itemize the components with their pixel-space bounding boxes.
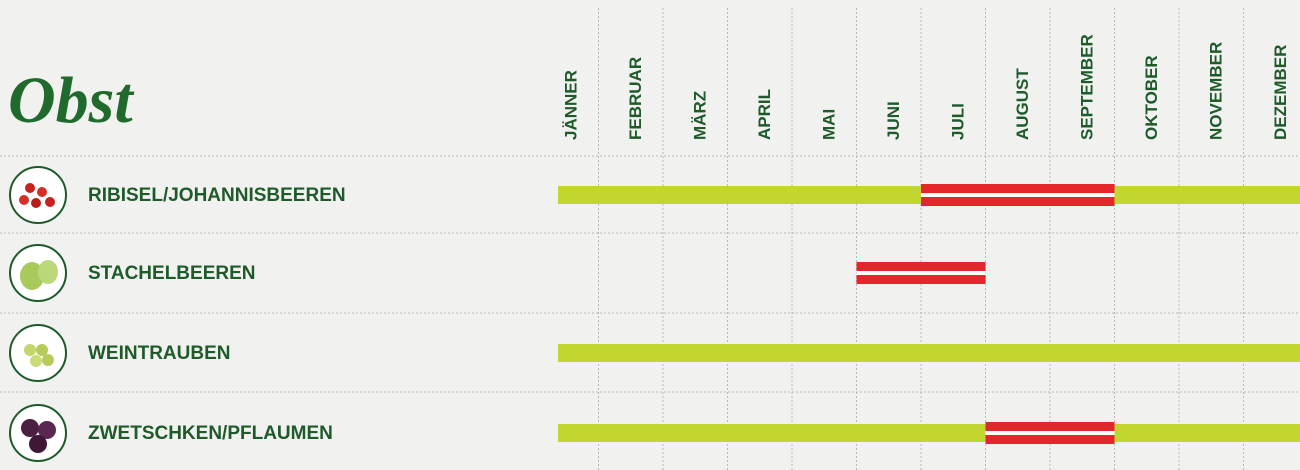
month-label: JULI bbox=[948, 103, 967, 140]
icon-berry bbox=[38, 260, 58, 284]
fruit-name: STACHELBEEREN bbox=[88, 263, 256, 284]
season-bar bbox=[558, 344, 1300, 362]
icon-grape bbox=[24, 344, 36, 356]
icon-dot bbox=[25, 183, 35, 193]
icon-plum bbox=[21, 419, 39, 437]
icon-grape bbox=[30, 355, 42, 367]
fruit-name: RIBISEL/JOHANNISBEEREN bbox=[88, 185, 346, 206]
icons bbox=[9, 166, 67, 462]
icon-dot bbox=[37, 187, 47, 197]
month-label: DEZEMBER bbox=[1271, 45, 1290, 140]
icon-dot bbox=[19, 195, 29, 205]
month-label: NOVEMBER bbox=[1206, 42, 1225, 140]
icon-plum bbox=[29, 435, 47, 453]
icon-grape bbox=[36, 344, 48, 356]
month-label: OKTOBER bbox=[1142, 55, 1161, 140]
month-label: MÄRZ bbox=[690, 91, 709, 140]
month-label: JUNI bbox=[884, 101, 903, 140]
main-season-stripe bbox=[921, 193, 1115, 197]
icon-grape bbox=[42, 354, 54, 366]
season-bar bbox=[558, 424, 1300, 442]
icon-zwetschke bbox=[9, 404, 67, 462]
month-label: MAI bbox=[819, 109, 838, 140]
main-season-stripe bbox=[856, 271, 986, 275]
main-season-stripe bbox=[985, 431, 1115, 435]
title: Obst bbox=[8, 64, 134, 137]
icon-plum bbox=[38, 421, 56, 439]
icon-berry bbox=[20, 262, 44, 290]
month-label: APRIL bbox=[755, 89, 774, 140]
month-label: FEBRUAR bbox=[626, 57, 645, 140]
month-label: SEPTEMBER bbox=[1077, 34, 1096, 140]
month-label: JÄNNER bbox=[561, 70, 580, 140]
month-label: AUGUST bbox=[1013, 68, 1032, 140]
icon-dot bbox=[45, 197, 55, 207]
fruit-name: WEINTRAUBEN bbox=[88, 343, 231, 364]
fruit-name: ZWETSCHKEN/PFLAUMEN bbox=[88, 423, 333, 444]
icon-dot bbox=[31, 198, 41, 208]
